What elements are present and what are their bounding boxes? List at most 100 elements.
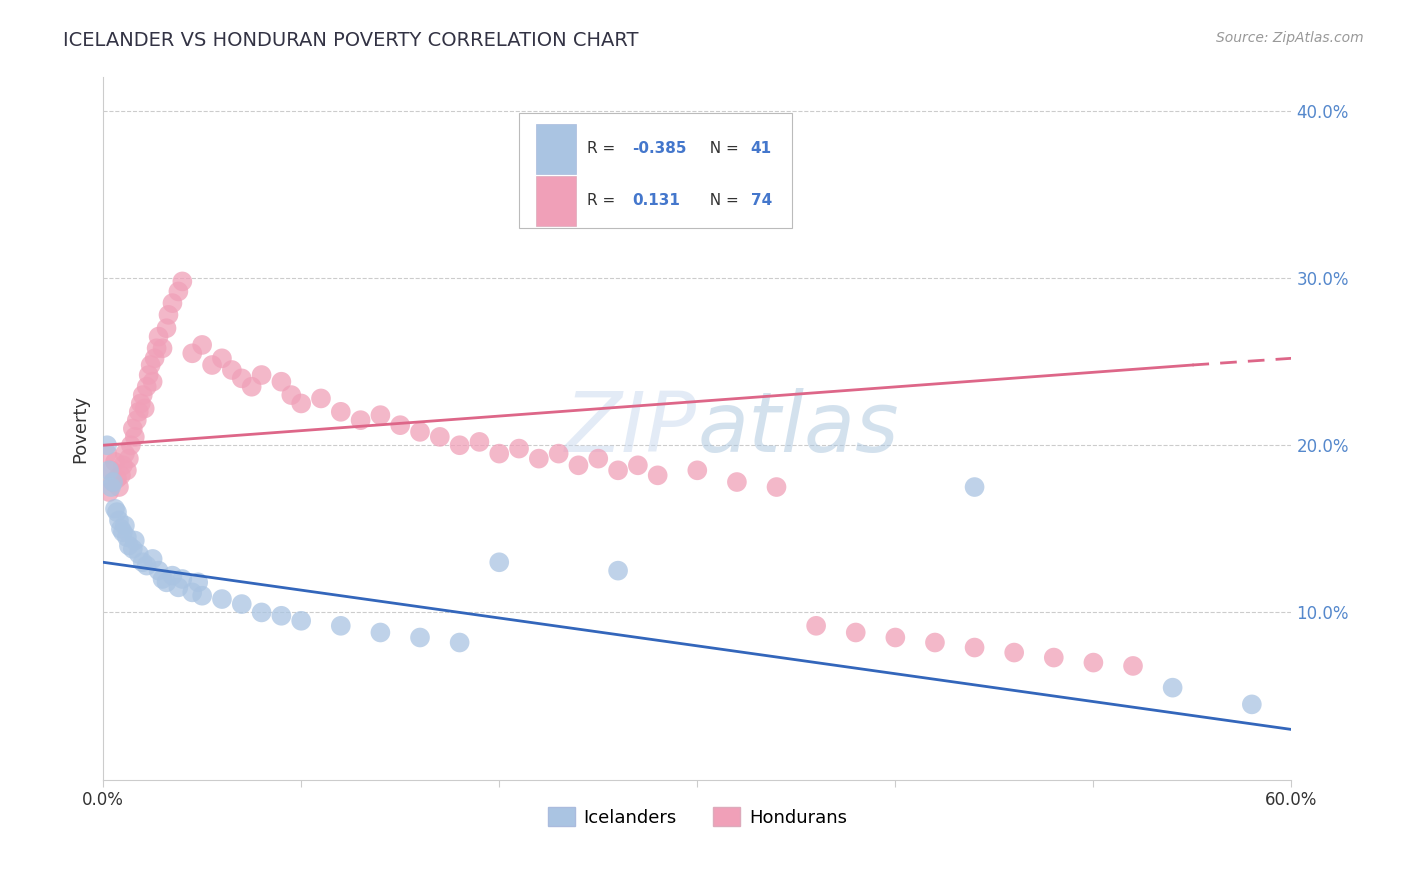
- Point: [114, 518, 136, 533]
- Point: [884, 631, 907, 645]
- Point: [1161, 681, 1184, 695]
- Point: [135, 380, 157, 394]
- Point: [104, 501, 127, 516]
- Point: [148, 329, 170, 343]
- Legend: Icelanders, Hondurans: Icelanders, Hondurans: [540, 800, 855, 834]
- Point: [488, 555, 510, 569]
- Point: [121, 421, 143, 435]
- Point: [108, 480, 131, 494]
- Point: [139, 358, 162, 372]
- Text: R =: R =: [586, 141, 620, 156]
- Point: [187, 575, 209, 590]
- Point: [181, 585, 204, 599]
- Point: [370, 408, 392, 422]
- Point: [409, 631, 432, 645]
- Point: [1083, 656, 1105, 670]
- Point: [429, 430, 451, 444]
- Text: R =: R =: [586, 194, 624, 209]
- Text: atlas: atlas: [697, 388, 898, 469]
- Point: [309, 392, 332, 406]
- Point: [96, 438, 118, 452]
- Point: [155, 321, 177, 335]
- Point: [124, 430, 146, 444]
- Point: [118, 539, 141, 553]
- Point: [409, 425, 432, 439]
- Point: [105, 505, 128, 519]
- Point: [508, 442, 530, 456]
- Point: [231, 597, 253, 611]
- Point: [100, 480, 122, 494]
- Point: [270, 375, 292, 389]
- Point: [201, 358, 224, 372]
- Point: [100, 463, 122, 477]
- Point: [647, 468, 669, 483]
- Point: [250, 368, 273, 382]
- Point: [1002, 646, 1025, 660]
- Point: [104, 455, 127, 469]
- Point: [588, 451, 610, 466]
- Point: [231, 371, 253, 385]
- Text: Source: ZipAtlas.com: Source: ZipAtlas.com: [1216, 31, 1364, 45]
- Point: [143, 351, 166, 366]
- Point: [132, 555, 155, 569]
- Point: [145, 341, 167, 355]
- Point: [349, 413, 371, 427]
- Point: [135, 558, 157, 573]
- Point: [963, 640, 986, 655]
- Point: [221, 363, 243, 377]
- Text: N =: N =: [700, 194, 744, 209]
- Point: [105, 472, 128, 486]
- Point: [96, 447, 118, 461]
- Point: [167, 580, 190, 594]
- Text: -0.385: -0.385: [631, 141, 686, 156]
- Point: [115, 463, 138, 477]
- Point: [765, 480, 787, 494]
- Text: N =: N =: [700, 141, 744, 156]
- Point: [449, 438, 471, 452]
- Point: [191, 338, 214, 352]
- Point: [138, 368, 160, 382]
- Point: [468, 434, 491, 449]
- Point: [132, 388, 155, 402]
- Text: 74: 74: [751, 194, 772, 209]
- Point: [627, 458, 650, 473]
- Point: [152, 341, 174, 355]
- Text: 41: 41: [751, 141, 772, 156]
- Y-axis label: Poverty: Poverty: [72, 394, 89, 463]
- Point: [1240, 698, 1263, 712]
- Point: [725, 475, 748, 489]
- Point: [129, 396, 152, 410]
- Point: [686, 463, 709, 477]
- Point: [111, 525, 134, 540]
- Point: [115, 530, 138, 544]
- Point: [134, 401, 156, 416]
- Point: [98, 485, 121, 500]
- Point: [128, 405, 150, 419]
- Point: [240, 380, 263, 394]
- Point: [804, 619, 827, 633]
- Point: [155, 575, 177, 590]
- Point: [290, 614, 312, 628]
- Point: [152, 572, 174, 586]
- Point: [110, 468, 132, 483]
- Point: [172, 572, 194, 586]
- Text: 0.131: 0.131: [631, 194, 681, 209]
- Point: [118, 451, 141, 466]
- Point: [191, 589, 214, 603]
- Point: [181, 346, 204, 360]
- Point: [114, 447, 136, 461]
- Point: [607, 564, 630, 578]
- Text: ICELANDER VS HONDURAN POVERTY CORRELATION CHART: ICELANDER VS HONDURAN POVERTY CORRELATIO…: [63, 31, 638, 50]
- Point: [329, 619, 352, 633]
- Point: [148, 564, 170, 578]
- Point: [280, 388, 302, 402]
- Point: [488, 447, 510, 461]
- Point: [211, 592, 233, 607]
- Point: [211, 351, 233, 366]
- Text: ZIP: ZIP: [565, 388, 697, 469]
- Point: [98, 463, 121, 477]
- Point: [128, 547, 150, 561]
- Point: [142, 552, 165, 566]
- Point: [270, 608, 292, 623]
- Point: [110, 522, 132, 536]
